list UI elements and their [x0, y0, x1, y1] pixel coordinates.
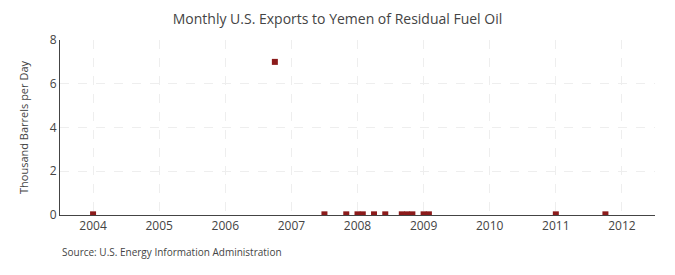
svg-text:2005: 2005: [145, 217, 173, 234]
svg-text:6: 6: [50, 75, 57, 92]
svg-text:2006: 2006: [212, 217, 240, 234]
svg-text:2: 2: [50, 162, 57, 179]
svg-text:2012: 2012: [608, 217, 636, 234]
svg-text:8: 8: [50, 31, 57, 48]
svg-text:2011: 2011: [542, 217, 569, 234]
svg-text:2007: 2007: [278, 217, 306, 234]
svg-text:0: 0: [50, 206, 57, 223]
svg-text:2009: 2009: [410, 217, 438, 234]
svg-text:2010: 2010: [476, 217, 504, 234]
svg-text:Thousand Barrels per Day: Thousand Barrels per Day: [16, 61, 31, 194]
svg-text:2004: 2004: [79, 217, 107, 234]
svg-text:4: 4: [50, 119, 57, 136]
svg-text:Monthly U.S. Exports to Yemen: Monthly U.S. Exports to Yemen of Residua…: [173, 9, 503, 28]
svg-text:2008: 2008: [344, 217, 372, 234]
svg-text:Source: U.S. Energy Informatio: Source: U.S. Energy Information Administ…: [62, 245, 282, 259]
